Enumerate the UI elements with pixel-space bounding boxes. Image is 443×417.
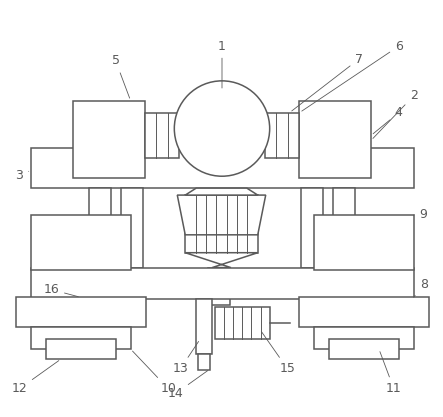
Circle shape xyxy=(174,81,270,176)
Text: 12: 12 xyxy=(12,361,59,395)
Bar xyxy=(302,188,323,268)
Text: 10: 10 xyxy=(132,351,176,395)
Bar xyxy=(208,268,230,305)
Bar xyxy=(89,188,111,268)
Bar xyxy=(120,188,143,268)
Bar xyxy=(73,101,144,178)
Bar xyxy=(299,101,371,178)
Polygon shape xyxy=(177,195,266,235)
Text: 4: 4 xyxy=(373,106,403,134)
Bar xyxy=(315,215,414,269)
Text: 3: 3 xyxy=(16,169,29,182)
Polygon shape xyxy=(185,188,258,195)
Text: 11: 11 xyxy=(380,352,402,395)
Text: 9: 9 xyxy=(414,208,427,221)
Bar xyxy=(196,299,212,354)
Text: 13: 13 xyxy=(172,342,198,375)
Bar xyxy=(16,297,145,327)
Bar xyxy=(31,215,131,269)
Text: 16: 16 xyxy=(43,283,78,296)
Bar xyxy=(315,327,414,349)
Bar xyxy=(144,113,179,158)
Bar xyxy=(46,339,116,359)
Text: 7: 7 xyxy=(292,53,363,111)
Text: 1: 1 xyxy=(218,40,226,88)
Bar xyxy=(329,339,399,359)
Text: 2: 2 xyxy=(373,89,418,138)
Bar xyxy=(31,148,414,188)
Text: 6: 6 xyxy=(302,40,403,111)
Bar xyxy=(198,354,210,370)
Bar xyxy=(185,195,258,253)
Bar xyxy=(31,268,414,299)
Polygon shape xyxy=(185,253,258,268)
Bar xyxy=(215,307,270,339)
Bar xyxy=(265,113,299,158)
Bar xyxy=(299,297,429,327)
Text: 8: 8 xyxy=(414,278,427,297)
Text: 14: 14 xyxy=(167,371,208,400)
Text: 5: 5 xyxy=(112,55,130,98)
Text: 15: 15 xyxy=(261,332,295,375)
Bar xyxy=(31,327,131,349)
Bar xyxy=(333,188,355,268)
